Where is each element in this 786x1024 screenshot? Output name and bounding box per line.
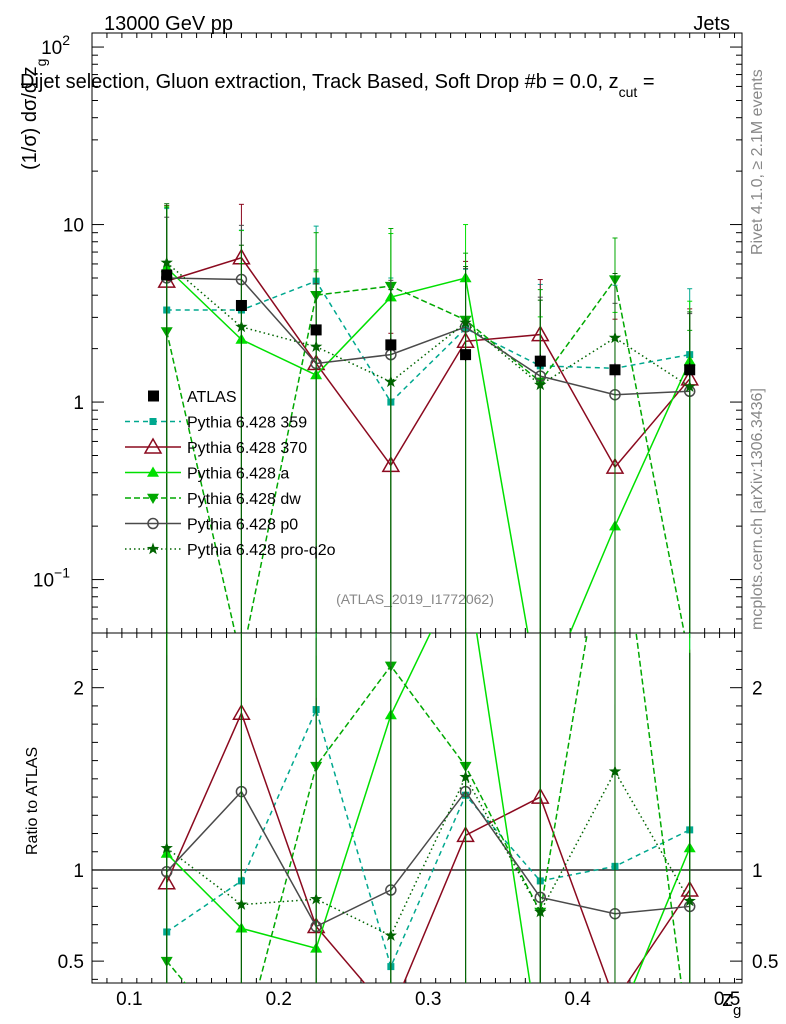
series-line-pro-q2o [166,262,691,388]
x-tick-label: 0.4 [564,989,591,1010]
y-tick-label: 10−1 [33,565,70,592]
ratio-point-370 [607,993,623,1007]
ratio-point-pro-q2o [459,770,472,783]
legend-marker-pro-q2o [146,542,160,555]
main-panel: 102 10 1 10−1 [33,32,743,634]
category-label: Jets [693,13,730,35]
data-point-atlas [385,339,397,351]
data-point-atlas [684,364,696,376]
main-series [157,203,699,633]
analysis-id: (ATLAS_2019_I1772062) [336,591,494,607]
y-tick-label: 102 [41,32,70,59]
y-tick-label: 1 [73,393,84,414]
y-tick-label-right: 0.5 [752,952,778,973]
point-pro-q2o [235,320,248,333]
ratio-point-pro-q2o [160,841,173,854]
ratio-line-370 [166,711,691,983]
ratio-frame [91,632,743,984]
legend-label-p0: Pythia 6.428 p0 [187,517,298,534]
y-axis-title-main: (1/σ) dσ/d z [19,66,41,170]
legend-marker-dw [147,493,159,504]
point-pro-q2o [683,380,696,392]
legend-marker-359 [149,418,157,425]
plot-title: Dijet selection, Gluon extraction, Track… [20,71,655,100]
point-pro-q2o [608,331,622,344]
point-pro-q2o [160,256,173,268]
legend-label-a: Pythia 6.428 a [187,466,289,483]
x-axis-title: zg [722,986,741,1019]
plot-title-tail: = [637,71,654,93]
series-line-370 [166,256,691,469]
series-line-dw [165,277,686,633]
y-axis-title-ratio: Ratio to ATLAS [24,747,41,855]
point-pro-q2o [310,340,323,352]
mcplots-label: mcplots.cern.ch [arXiv:1306.3436] [749,388,766,630]
y-axis-title-top: (1/σ) dσ/d zg [19,59,49,170]
y-tick-label: 10 [63,216,84,237]
legend-marker-a [147,466,159,477]
data-point-atlas [310,324,322,336]
legend-label-atlas: ATLAS [187,389,237,406]
x-tick-label: 0.2 [266,989,292,1010]
data-point-atlas [534,355,546,367]
ratio-line-359 [166,707,691,969]
point-pro-q2o [534,378,547,391]
ratio-point-pro-q2o [310,892,323,905]
series-line-a [166,267,691,633]
x-axis-title-main: z [722,986,733,1011]
legend-label-dw: Pythia 6.428 dw [187,491,301,508]
y-tick-label-right: 1 [752,861,763,882]
ratio-point-pro-q2o [235,898,248,910]
ratio-line-a [166,633,691,983]
ratio-point-370 [383,1006,399,1020]
data-point-atlas [460,349,472,361]
legend-label-pro-q2o: Pythia 6.428 pro-q2o [187,542,336,559]
x-axis-title-sub: g [733,1002,741,1019]
ratio-point-pro-q2o [608,765,622,777]
legend-label-359: Pythia 6.428 359 [187,415,307,432]
y-axis-title-sub: g [33,59,49,67]
legend-marker-370 [143,437,163,454]
ratio-point-pro-q2o [534,905,547,918]
data-point-atlas [609,364,621,376]
energy-label: 13000 GeV pp [104,13,233,35]
x-tick-label: 0.5 [714,989,740,1010]
legend-marker-atlas [148,390,159,402]
data-point-atlas [235,299,247,311]
ratio-line-p0 [166,790,690,928]
ratio-line-dw [166,633,682,983]
ratio-series [157,633,699,1020]
ratio-point-pro-q2o [384,929,397,941]
point-pro-q2o [459,316,472,328]
x-tick-label: 0.1 [116,989,142,1010]
series-line-p0 [166,277,690,396]
legend-marker-p0 [147,517,159,530]
y-tick-label: 2 [73,679,84,700]
ratio-panel: 0.1 0.2 0.3 0.4 0.5 0.5 0.5 1 1 2 2 [58,632,778,1020]
ratio-point-pro-q2o [683,894,696,907]
x-tick-label: 0.3 [415,989,441,1010]
plot-title-sub: cut [619,84,638,100]
y-tick-label: 1 [73,861,84,882]
legend-label-370: Pythia 6.428 370 [187,440,307,457]
legend: ATLAS Pythia 6.428 359 Pythia 6.428 370 Pyt… [125,389,336,559]
data-point-atlas [161,269,173,281]
rivet-label: Rivet 4.1.0, ≥ 2.1M events [749,69,766,255]
y-tick-label-right: 2 [752,679,763,700]
point-pro-q2o [384,375,397,388]
plot-title-main: Dijet selection, Gluon extraction, Track… [20,71,619,93]
y-tick-label: 0.5 [58,952,84,973]
